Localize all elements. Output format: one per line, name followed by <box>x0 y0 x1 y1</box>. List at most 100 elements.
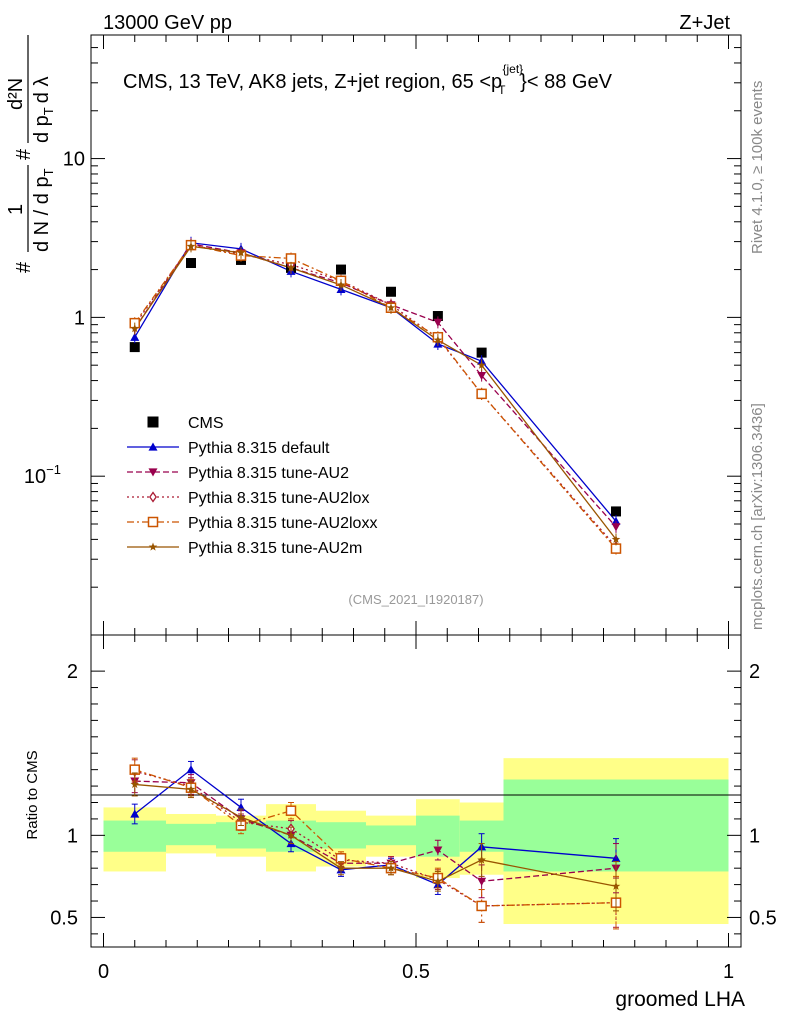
ratio-point-3-3 <box>285 805 297 816</box>
legend-marker-5 <box>148 542 158 551</box>
main-point-5-2 <box>236 248 246 257</box>
ylabel-den2-sub: T <box>41 107 56 115</box>
main-point-5-8 <box>611 534 621 543</box>
ylabel-num1: 1 <box>5 204 27 215</box>
ratio-point-4-7 <box>477 855 486 864</box>
ratio-point-1-6 <box>433 846 443 855</box>
ratio-point-0-1 <box>186 765 196 774</box>
ratio-ytick-label-left-1: 1 <box>67 825 78 847</box>
main-point-2-6 <box>433 318 443 327</box>
ratio-point-3-7 <box>476 900 487 912</box>
ylabel-den2: d pTd λ <box>31 77 56 143</box>
ratio-stat-band-4 <box>316 822 366 849</box>
main-point-5-3 <box>286 263 296 272</box>
ratio-ytick-label-right-1: 1 <box>749 825 760 847</box>
chart-title: CMS, 13 TeV, AK8 jets, Z+jet region, 65 … <box>123 62 613 97</box>
main-point-0-1 <box>186 258 196 269</box>
ratio-xtick-label-1: 0.5 <box>402 961 430 983</box>
ratio-point-1-7 <box>477 877 487 886</box>
legend-marker-3 <box>149 491 157 503</box>
ratio-point-4-8 <box>611 881 621 890</box>
ratio-point-4-3 <box>286 830 296 839</box>
legend-label-5: Pythia 8.315 tune-AU2m <box>188 540 362 557</box>
analysis-watermark: (CMS_2021_I1920187) <box>348 592 483 607</box>
ratio-stat-band-0 <box>103 820 166 852</box>
main-markers <box>129 236 622 555</box>
main-point-4-3 <box>285 253 297 264</box>
main-point-1-0 <box>130 332 140 341</box>
main-point-5-5 <box>386 303 396 312</box>
ratio-point-4-2 <box>236 812 246 821</box>
ratio-ytick-label-right-0: 0.5 <box>749 907 777 929</box>
main-ytick-label-0: 10−1 <box>24 462 61 488</box>
ylabel-den1-text: d N / d p <box>31 176 53 252</box>
main-point-0-4 <box>336 264 346 275</box>
ratio-point-0-0 <box>130 809 140 818</box>
main-point-0-0 <box>129 342 140 353</box>
main-point-5-6 <box>433 335 443 344</box>
main-point-0-8 <box>611 506 621 517</box>
ylabel-hash1: # <box>13 261 35 273</box>
legend-label-4: Pythia 8.315 tune-AU2loxx <box>188 515 377 532</box>
rivet-label: Rivet 4.1.0, ≥ 100k events <box>749 81 766 254</box>
ratio-xtick-label-2: 1 <box>723 961 734 983</box>
mcplots-label: mcplots.cern.ch [arXiv:1306.3436] <box>749 403 766 630</box>
main-series-line-2 <box>134 243 617 528</box>
legend-label-1: Pythia 8.315 default <box>188 440 330 457</box>
ylabel-num2: d²N <box>5 78 27 110</box>
main-ytick-base: 10 <box>63 149 85 171</box>
main-ytick-label-2: 10 <box>63 149 85 171</box>
ratio-stat-band-5 <box>366 825 416 846</box>
ratio-xtick-label-0: 0 <box>98 961 109 983</box>
legend-marker-4 <box>147 516 159 528</box>
main-point-0-5 <box>386 286 396 297</box>
ylabel-hash2: # <box>13 148 35 160</box>
ratio-point-4-5 <box>386 863 396 872</box>
legend: CMS Pythia 8.315 default Pythia 8.315 tune… <box>127 415 377 557</box>
ylabel-den2-text: d p <box>31 115 53 143</box>
ratio-lines <box>129 757 622 930</box>
x-axis-label: groomed LHA <box>615 988 745 1011</box>
main-point-4-8 <box>610 543 622 554</box>
ratio-point-4-1 <box>186 784 196 793</box>
main-point-5-7 <box>477 360 486 369</box>
ratio-ticks: 0 0.5 1 0.5 0.5 1 1 2 2 <box>50 635 777 983</box>
ratio-stat-band-1 <box>166 823 216 846</box>
main-ytick-base: 10 <box>24 466 46 488</box>
main-point-5-1 <box>186 241 196 250</box>
title-sup: {jet} <box>502 62 523 76</box>
ylabel-den1-sub: T <box>41 168 56 176</box>
main-ytick-label-1: 1 <box>74 307 85 329</box>
title-sub: T <box>498 83 506 97</box>
ratio-frame <box>90 634 742 948</box>
title-suffix: }< 88 GeV <box>520 71 612 93</box>
legend-label-3: Pythia 8.315 tune-AU2lox <box>188 490 369 507</box>
main-ytick-exp: −1 <box>46 462 61 477</box>
ylabel-den2b: d λ <box>31 77 53 104</box>
main-point-0-6 <box>432 311 443 322</box>
title-prefix: CMS, 13 TeV, AK8 jets, Z+jet region, 65 … <box>123 71 491 93</box>
main-point-4-7 <box>476 388 487 400</box>
ratio-ytick-label-left-2: 2 <box>67 661 78 683</box>
main-ytick-base: 1 <box>74 307 85 329</box>
main-x-ticks <box>103 35 729 635</box>
header-left: 13000 GeV pp <box>103 12 232 34</box>
ratio-y-label: Ratio to CMS <box>24 750 41 839</box>
legend-label-0: CMS <box>188 415 224 432</box>
header-right: Z+Jet <box>679 12 730 34</box>
ylabel-den1: d N / d pT <box>31 168 56 252</box>
ratio-panel: 0 0.5 1 0.5 0.5 1 1 2 2 Ratio to CMS groomed LHA <box>24 634 777 1011</box>
ratio-ytick-label-right-2: 2 <box>749 661 760 683</box>
main-series-line-4 <box>134 244 617 550</box>
ratio-point-4-6 <box>433 876 443 885</box>
main-point-0-7 <box>476 347 487 358</box>
main-point-2-7 <box>477 371 487 381</box>
title-pvar: p <box>491 71 502 93</box>
ratio-ytick-label-left-0: 0.5 <box>50 907 78 929</box>
ratio-point-4-0 <box>130 779 139 789</box>
legend-label-2: Pythia 8.315 tune-AU2 <box>188 465 349 482</box>
legend-marker-1 <box>148 442 158 451</box>
main-y-label: # 1 d N / d pT # d²N d pTd λ <box>5 35 56 273</box>
